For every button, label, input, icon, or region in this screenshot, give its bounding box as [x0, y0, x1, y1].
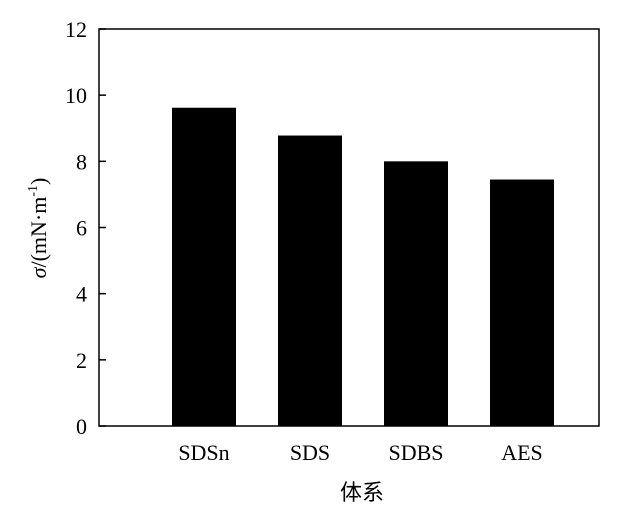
y-tick-label: 2: [76, 348, 87, 373]
y-axis-symbol: σ: [26, 266, 51, 278]
x-category-label: SDSn: [178, 440, 229, 465]
bar-sds: [278, 135, 342, 427]
bar-sdsn: [172, 107, 236, 426]
y-tick-label: 6: [76, 216, 87, 241]
bar-sdbs: [384, 161, 448, 427]
y-tick-label: 0: [76, 414, 87, 439]
x-axis-category-labels: SDSn SDS SDBS AES: [178, 440, 542, 465]
y-tick-label: 12: [65, 17, 87, 42]
x-category-label: SDS: [290, 440, 330, 465]
y-axis-close-paren: ): [26, 178, 51, 185]
y-axis-title: σ/(mN·m-1): [26, 178, 51, 279]
y-axis-ticks: 0 2 4 6 8 10 12: [65, 17, 106, 439]
y-tick-label: 10: [65, 83, 87, 108]
x-category-label: SDBS: [388, 440, 443, 465]
y-tick-label: 8: [76, 149, 87, 174]
bar-aes: [490, 179, 554, 426]
y-tick-label: 4: [76, 282, 87, 307]
y-axis-unit: /(mN·m: [26, 197, 51, 268]
y-axis-exponent: -1: [26, 185, 41, 197]
x-category-label: AES: [501, 440, 543, 465]
bars-group: [172, 107, 554, 427]
x-axis-title: 体系: [340, 481, 384, 506]
